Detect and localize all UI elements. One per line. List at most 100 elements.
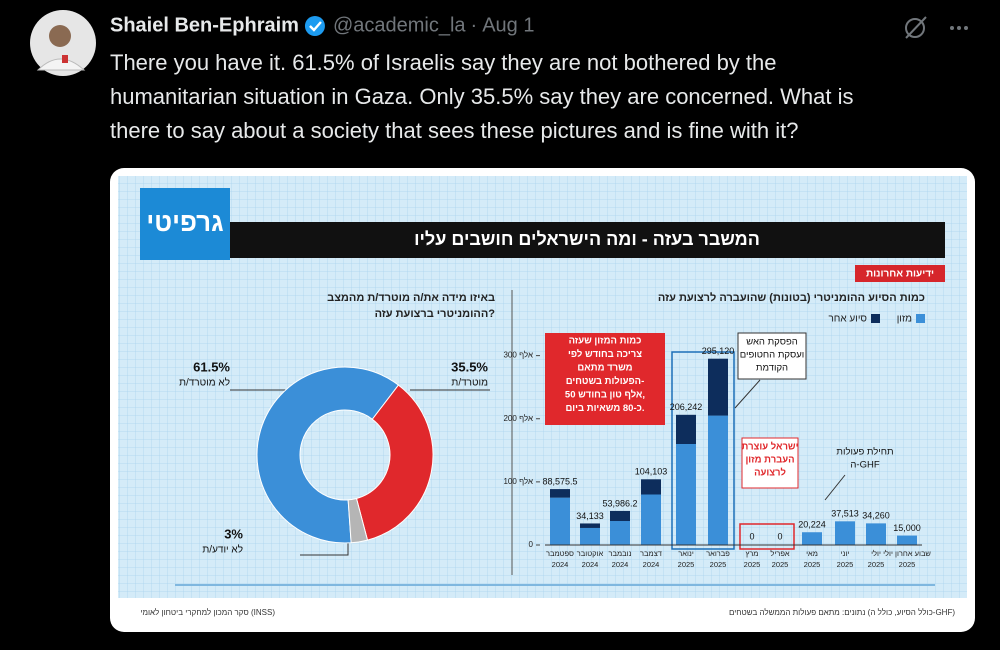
donut-value-label: 61.5% [193, 359, 230, 374]
donut-question: באיזו מידה את/ה מוטרד/ת מהמצב [327, 292, 495, 304]
bar-segment [580, 523, 600, 528]
legend-swatch [871, 314, 880, 323]
bar-total-label: 53,986.2 [602, 498, 637, 508]
donut-value-label: 35.5% [451, 359, 488, 374]
bar-segment [866, 523, 886, 545]
tweet-text: humanitarian situation in Gaza. Only 35.… [110, 84, 854, 109]
bar-total-label: 37,513 [831, 509, 859, 519]
annotation-text: משרד מתאם [577, 363, 632, 374]
legend-swatch [916, 314, 925, 323]
annotation-text: ישראל עוצרת [742, 442, 799, 453]
bar-segment [550, 489, 570, 498]
x-tick-year: 2025 [804, 560, 821, 569]
donut-value-label: 3% [224, 526, 243, 541]
verified-badge [304, 16, 325, 36]
more-icon[interactable] [950, 26, 968, 30]
x-tick-year: 2024 [582, 560, 599, 569]
title-bar [230, 222, 945, 258]
bar-segment [641, 479, 661, 495]
x-tick-label: דצמבר [640, 549, 662, 558]
donut-label: לא מוטרד/ת [179, 377, 230, 389]
annotation-box [737, 332, 807, 380]
tweet-date[interactable]: Aug 1 [482, 14, 534, 36]
x-tick-year: 2024 [643, 560, 660, 569]
x-tick-year: 2025 [678, 560, 695, 569]
bar-total-label: 0 [749, 531, 754, 541]
author-handle[interactable]: @academic_la [333, 14, 466, 36]
bar-total-label: 34,133 [576, 511, 604, 521]
bar-total-label: 15,000 [893, 523, 921, 533]
annotation-text: לרצועה [754, 468, 786, 479]
bar-total-label: 34,260 [862, 511, 890, 521]
tweet-text: There you have it. 61.5% of Israelis say… [110, 50, 777, 75]
x-tick-year: 2025 [710, 560, 727, 569]
highlight-frame [671, 351, 735, 550]
annotation-text: ה-GHF [850, 460, 879, 471]
bar-segment [550, 497, 570, 545]
x-tick-year: 2025 [899, 560, 916, 569]
footer-strip [118, 598, 967, 624]
annotation-text: כ-80 משאיות ביום. [565, 403, 644, 414]
x-tick-year: 2024 [552, 560, 569, 569]
separator: · [471, 14, 478, 36]
x-tick-label: שבוע אחרון יולי [883, 549, 931, 558]
annotation-pointer [734, 379, 761, 409]
annotation-text: הפעולות בשטחים- [566, 376, 645, 387]
bar-segment [897, 535, 917, 545]
y-tick-label: 200 אלף [503, 414, 533, 423]
bar-segment [676, 444, 696, 545]
bar-chart-title: כמות הסיוע ההומניטרי (בטונות) שהועברה לר… [658, 291, 925, 304]
bar-segment [708, 415, 728, 545]
bar-segment [610, 521, 630, 545]
annotation-box [741, 437, 799, 489]
x-tick-year: 2025 [772, 560, 789, 569]
x-tick-label: ינואר [678, 549, 694, 558]
donut-slice [347, 497, 369, 544]
annotation-text: ועסקת החטופים [740, 350, 805, 361]
footer-left: סקר המכון למחקרי ביטחון לאומי (INSS) [140, 608, 275, 617]
annotation-text: צריכה בחודש לפי [568, 349, 642, 360]
donut-slice [355, 384, 434, 541]
y-tick-label: 300 אלף [503, 351, 533, 360]
donut-question: ההומניטרי ברצועת עזה? [375, 308, 496, 320]
donut-slice [256, 366, 400, 544]
bar-total-label: 0 [777, 531, 782, 541]
avatar[interactable] [30, 10, 96, 76]
x-tick-label: פברואר [706, 549, 730, 558]
donut-label: מוטרד/ת [451, 378, 488, 389]
x-tick-label: יולי [871, 549, 881, 558]
source-logo: ידיעות אחרונות [866, 269, 934, 280]
x-tick-year: 2025 [837, 560, 854, 569]
annotation-text: הקודמת [756, 363, 788, 374]
bar-segment [676, 414, 696, 444]
x-tick-label: יוני [841, 549, 850, 558]
x-tick-label: נובמבר [609, 549, 632, 558]
x-tick-label: ספטמבר [546, 549, 574, 558]
author-name[interactable]: Shaiel Ben-Ephraim [110, 14, 299, 36]
y-tick-label: 100 אלף [503, 477, 533, 486]
infographic-title: המשבר בעזה - ומה הישראלים חושבים עליו [414, 229, 760, 249]
x-tick-label: אפריל [770, 549, 790, 558]
bar-total-label: 104,103 [635, 467, 668, 477]
brand-block [140, 188, 230, 260]
source-logo-bg [855, 265, 945, 282]
bar-total-label: 20,224 [798, 520, 826, 530]
bar-segment [580, 527, 600, 545]
highlight-frame [739, 523, 795, 550]
footer-right: נתונים: מתאם פעולות הממשלה בשטחים (כולל … [729, 608, 955, 617]
annotation-text: 50 אלף טון בחודש, [565, 390, 645, 401]
annotation-pointer [824, 474, 846, 501]
x-tick-label: מרץ [746, 549, 759, 558]
bar-segment [835, 521, 855, 545]
grok-icon[interactable] [905, 16, 927, 39]
legend-label: מזון [897, 314, 912, 325]
y-tick-label: 0 [529, 540, 534, 549]
bar-segment [708, 358, 728, 416]
tweet-text: there to say about a society that sees t… [110, 118, 799, 143]
x-tick-year: 2025 [744, 560, 761, 569]
donut-label: לא יודע/ת [202, 544, 243, 556]
bar-segment [610, 510, 630, 522]
bar-segment [641, 494, 661, 545]
annotation-text: תחילת פעולות [836, 446, 893, 458]
